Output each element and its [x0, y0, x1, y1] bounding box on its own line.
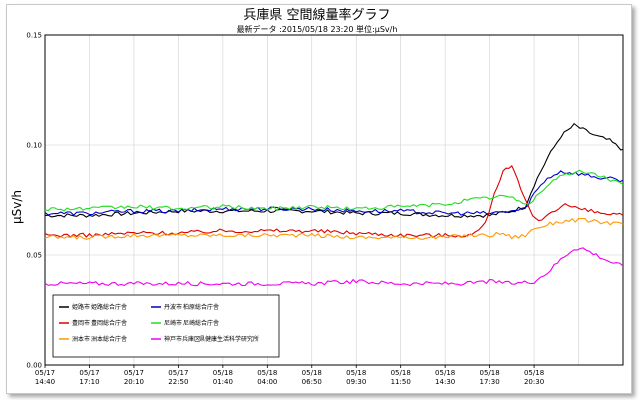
chart-subtitle: 最新データ :2015/05/18 23:20 単位:μSv/h: [237, 24, 398, 34]
legend-label-city: 神戸市兵庫区: [164, 335, 200, 343]
x-tick-label-time: 11:50: [391, 378, 411, 386]
series-line-4: [44, 169, 624, 212]
x-tick-label-date: 05/17: [35, 369, 55, 377]
series-line-1: [44, 122, 624, 218]
x-tick-label-time: 14:30: [435, 378, 455, 386]
x-tick-label-time: 17:10: [79, 378, 99, 386]
x-tick-label-date: 05/18: [213, 369, 233, 377]
x-tick-label-time: 06:50: [302, 378, 322, 386]
legend-box: [52, 294, 280, 358]
series-line-5: [44, 217, 624, 240]
series-line-6: [44, 247, 624, 287]
legend-label-city: 洲本市: [72, 335, 90, 343]
series-line-3: [44, 165, 624, 238]
x-tick-label-time: 14:40: [35, 378, 55, 386]
legend-label-site: 豊岡総合庁舎: [91, 319, 127, 327]
x-tick-label-date: 05/18: [435, 369, 455, 377]
x-tick-label-date: 05/17: [168, 369, 188, 377]
y-tick-label: 0.10: [26, 142, 42, 150]
x-tick-label-time: 20:30: [524, 378, 544, 386]
plot-border: [44, 34, 624, 366]
legend-label-site: 洲本総合庁舎: [91, 335, 127, 343]
grid-layer: [44, 34, 624, 366]
legend-label-site: 尼崎総合庁舎: [183, 319, 219, 327]
chart-svg: 兵庫県 空間線量率グラフ 最新データ :2015/05/18 23:20 単位:…: [10, 7, 624, 387]
legend: 姫路市 姫路総合庁舎 丹波市 柏原総合庁舎豊岡市 豊岡総合庁舎 尼崎市 尼崎総合庁舎洲本市洲…: [52, 294, 280, 358]
tick-layer: 0.000.050.100.1505/1714:4005/1717:1005/1…: [26, 32, 544, 387]
legend-label-site: 姫路総合庁舎: [91, 303, 127, 311]
series-layer: [44, 122, 624, 287]
x-tick-label-date: 05/18: [257, 369, 277, 377]
chart-panel: 兵庫県 空間線量率グラフ 最新データ :2015/05/18 23:20 単位:…: [6, 4, 632, 394]
y-tick-label: 0.05: [26, 252, 42, 260]
y-tick-label: 0.00: [26, 362, 42, 370]
x-tick-label-time: 04:00: [257, 378, 277, 386]
x-tick-label-date: 05/18: [480, 369, 500, 377]
legend-label-city: 姫路市: [72, 303, 90, 311]
legend-label-city: 尼崎市: [164, 319, 182, 327]
x-tick-label-time: 20:10: [124, 378, 144, 386]
x-tick-label-date: 05/18: [302, 369, 322, 377]
x-tick-label-date: 05/17: [79, 369, 99, 377]
x-tick-label-date: 05/18: [346, 369, 366, 377]
y-tick-label: 0.15: [26, 32, 42, 40]
legend-label-site: 柏原総合庁舎: [183, 303, 219, 311]
x-tick-label-time: 01:40: [213, 378, 233, 386]
legend-label-site: 県健康生活科学研究所: [199, 335, 259, 343]
chart-title: 兵庫県 空間線量率グラフ: [243, 7, 390, 23]
x-tick-label-date: 05/18: [391, 369, 411, 377]
series-line-2: [44, 170, 624, 216]
x-tick-label-date: 05/18: [524, 369, 544, 377]
legend-label-city: 豊岡市: [72, 319, 90, 327]
x-tick-label-time: 22:50: [168, 378, 188, 386]
y-axis-label: μSv/h: [10, 190, 24, 224]
x-tick-label-date: 05/17: [124, 369, 144, 377]
legend-label-city: 丹波市: [164, 303, 182, 311]
x-tick-label-time: 17:30: [480, 378, 500, 386]
x-tick-label-time: 09:30: [346, 378, 366, 386]
